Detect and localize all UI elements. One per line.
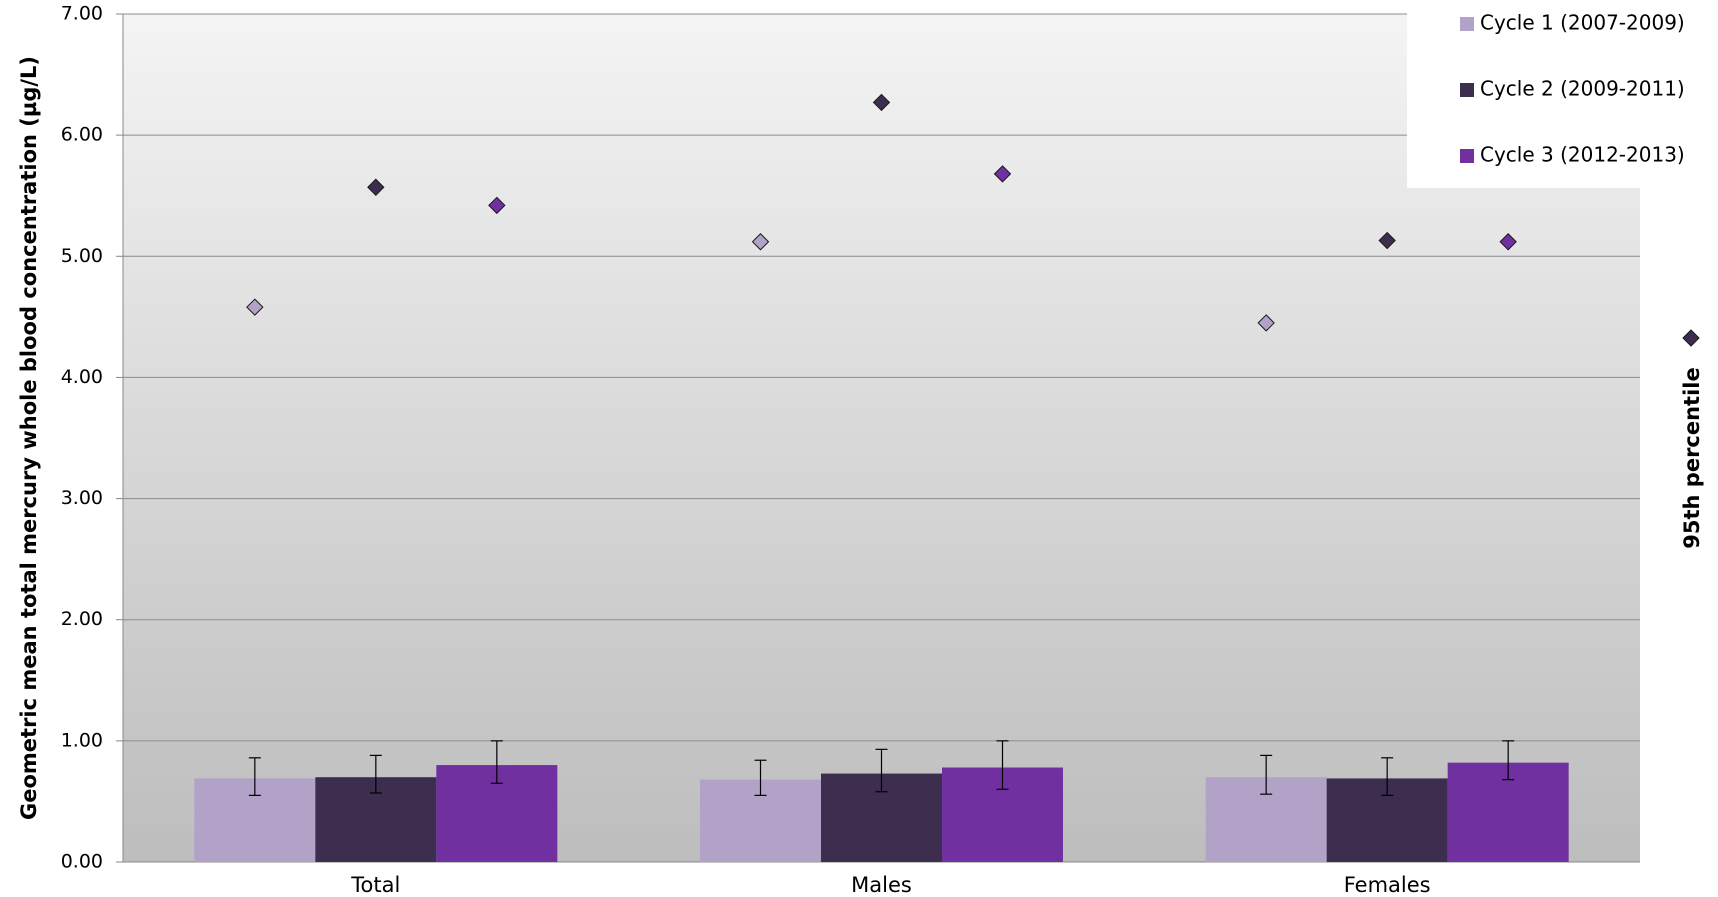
bars [194, 762, 1569, 862]
marker-legend-diamond-icon [1682, 329, 1700, 347]
legend-swatch [1460, 83, 1474, 97]
y-axis-title: Geometric mean total mercury whole blood… [17, 56, 41, 820]
y-tick-label: 2.00 [61, 608, 103, 630]
p95-markers [246, 93, 1517, 332]
plot-area [123, 14, 1640, 862]
marker-legend-label: 95th percentile [1680, 367, 1704, 548]
category-label: Total [350, 873, 400, 897]
p95-marker [1378, 231, 1396, 250]
gridlines [123, 13, 1640, 742]
p95-marker [1499, 233, 1517, 251]
legend-label: Cycle 2 (2009-2011) [1480, 77, 1685, 101]
legend: Cycle 1 (2007-2009) Cycle 2 (2009-2011) Cy… [1407, 0, 1685, 188]
category-labels: Total Males Females [350, 873, 1430, 897]
y-tick-labels: 0.00 1.00 2.00 3.00 4.00 5.00 6.00 7.00 [61, 3, 123, 873]
legend-swatch [1460, 149, 1474, 163]
y-tick-label: 3.00 [61, 487, 103, 509]
y-tick-label: 5.00 [61, 245, 103, 267]
error-bars [248, 740, 1515, 796]
legend-box [1407, 0, 1643, 188]
y-tick-label: 7.00 [61, 3, 103, 25]
p95-marker [751, 233, 770, 251]
category-label: Males [851, 873, 912, 897]
legend-label: Cycle 1 (2007-2009) [1480, 11, 1685, 35]
category-label: Females [1344, 873, 1431, 897]
p95-marker [1257, 314, 1275, 332]
p95-marker [872, 93, 891, 112]
legend-swatch [1460, 17, 1474, 31]
legend-label: Cycle 3 (2012-2013) [1480, 143, 1685, 167]
marker-legend: 95th percentile [1680, 329, 1704, 549]
p95-marker [246, 298, 264, 316]
y-tick-label: 1.00 [61, 729, 103, 751]
y-tick-label: 4.00 [61, 366, 103, 388]
y-tick-label: 6.00 [61, 124, 103, 146]
p95-marker [488, 196, 506, 215]
p95-marker [993, 165, 1012, 183]
p95-marker [367, 178, 385, 196]
y-tick-label: 0.00 [61, 851, 103, 873]
